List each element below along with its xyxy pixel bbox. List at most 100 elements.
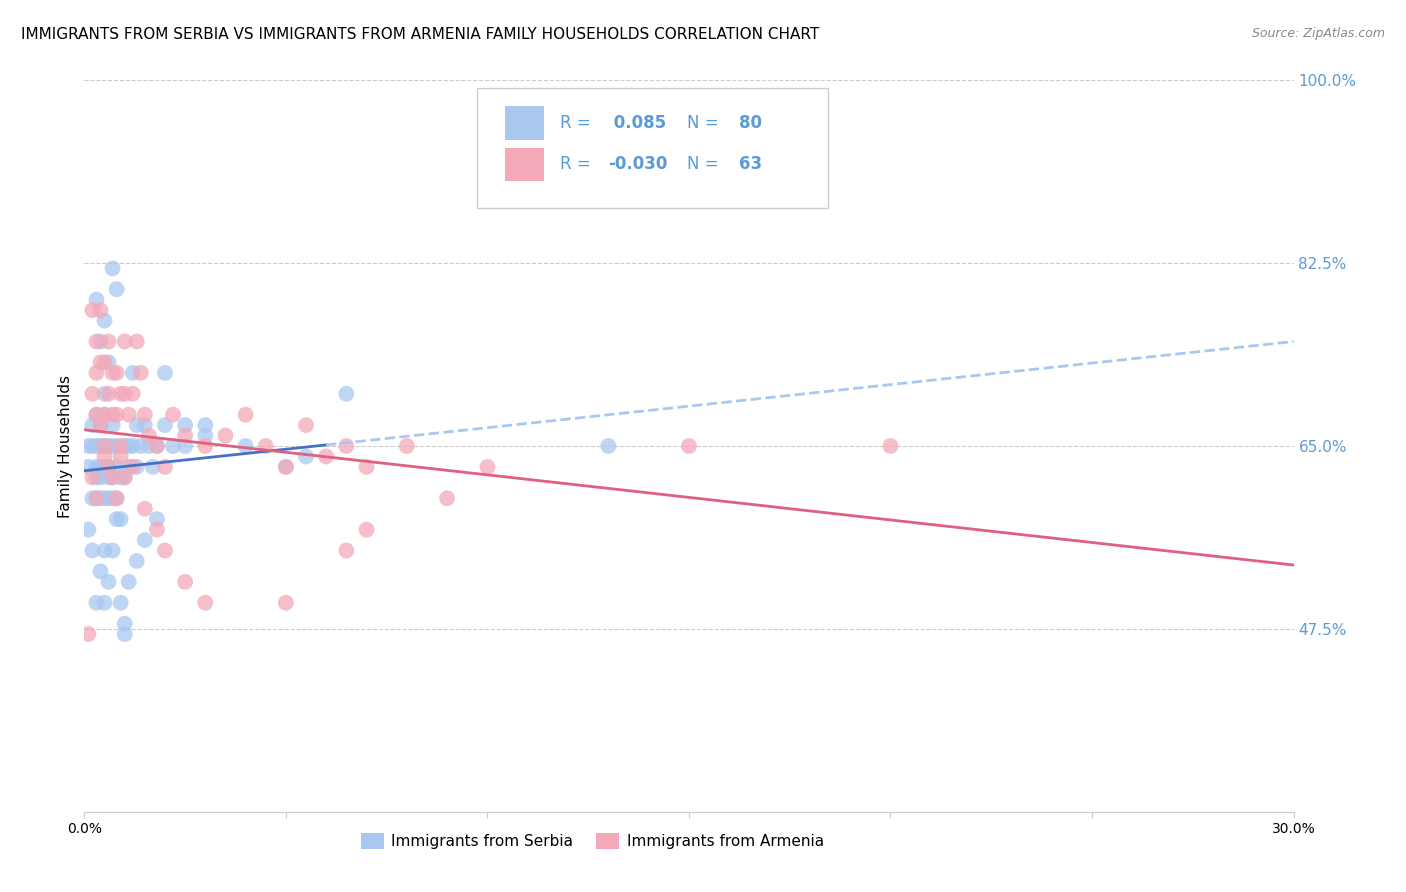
Point xyxy=(114,616,136,631)
Text: Source: ZipAtlas.com: Source: ZipAtlas.com xyxy=(1251,27,1385,40)
Point xyxy=(89,470,111,484)
Point xyxy=(105,491,128,506)
Point xyxy=(93,355,115,369)
Point xyxy=(105,408,128,422)
Point xyxy=(214,428,236,442)
Point xyxy=(77,459,100,474)
Point xyxy=(82,439,104,453)
Point xyxy=(89,334,111,349)
Point xyxy=(93,596,115,610)
Point xyxy=(315,450,337,464)
Point xyxy=(77,439,100,453)
Point xyxy=(118,408,141,422)
Point xyxy=(162,408,184,422)
Point xyxy=(97,574,120,589)
Point xyxy=(101,470,124,484)
FancyBboxPatch shape xyxy=(505,106,544,139)
Point xyxy=(274,596,297,610)
Point xyxy=(97,334,120,349)
Point xyxy=(295,418,318,433)
Point xyxy=(86,334,108,349)
Point xyxy=(89,439,111,453)
Point xyxy=(97,470,120,484)
Text: R =: R = xyxy=(560,113,596,132)
Point xyxy=(101,366,124,380)
Point xyxy=(134,408,156,422)
Point xyxy=(114,334,136,349)
Point xyxy=(93,408,115,422)
Point xyxy=(93,439,115,453)
Point xyxy=(110,596,132,610)
Point xyxy=(129,439,152,453)
Point xyxy=(356,459,378,474)
FancyBboxPatch shape xyxy=(505,147,544,181)
Point xyxy=(110,386,132,401)
Point xyxy=(142,459,165,474)
Point xyxy=(153,459,176,474)
Point xyxy=(101,491,124,506)
Point xyxy=(110,470,132,484)
Point xyxy=(125,459,148,474)
Point xyxy=(77,627,100,641)
Point xyxy=(86,459,108,474)
Point xyxy=(162,439,184,453)
Point xyxy=(274,459,297,474)
Point xyxy=(335,439,357,453)
Point xyxy=(118,439,141,453)
Point xyxy=(97,491,120,506)
Point xyxy=(82,386,104,401)
Point xyxy=(598,439,620,453)
Point xyxy=(235,408,257,422)
Point xyxy=(86,408,108,422)
Point xyxy=(114,470,136,484)
Point xyxy=(93,408,115,422)
Point xyxy=(89,491,111,506)
Point xyxy=(114,627,136,641)
Point xyxy=(194,439,217,453)
Point xyxy=(97,459,120,474)
Text: 63: 63 xyxy=(738,155,762,173)
Point xyxy=(121,366,143,380)
Point xyxy=(274,459,297,474)
Point xyxy=(146,439,169,453)
Point xyxy=(105,282,128,296)
Point xyxy=(105,512,128,526)
Point xyxy=(93,313,115,327)
Text: -0.030: -0.030 xyxy=(607,155,668,173)
Point xyxy=(97,386,120,401)
Point xyxy=(134,418,156,433)
Point xyxy=(89,459,111,474)
Point xyxy=(295,450,318,464)
Point xyxy=(86,491,108,506)
Point xyxy=(93,439,115,453)
Point xyxy=(105,459,128,474)
Point xyxy=(356,523,378,537)
Point xyxy=(101,543,124,558)
Point xyxy=(89,418,111,433)
Y-axis label: Family Households: Family Households xyxy=(58,375,73,517)
Point xyxy=(194,428,217,442)
Point xyxy=(86,366,108,380)
Point xyxy=(101,439,124,453)
Point xyxy=(477,459,499,474)
Point xyxy=(174,439,197,453)
Point xyxy=(110,450,132,464)
Point xyxy=(146,512,169,526)
Point xyxy=(121,386,143,401)
Point xyxy=(114,470,136,484)
Point xyxy=(93,450,115,464)
Point xyxy=(235,439,257,453)
Point xyxy=(89,303,111,318)
Point xyxy=(82,491,104,506)
Point xyxy=(86,293,108,307)
Text: 0.085: 0.085 xyxy=(607,113,666,132)
Point xyxy=(89,355,111,369)
Point xyxy=(153,543,176,558)
Text: 80: 80 xyxy=(738,113,762,132)
Point xyxy=(125,334,148,349)
Point xyxy=(86,408,108,422)
Point xyxy=(118,459,141,474)
Point xyxy=(121,439,143,453)
Point xyxy=(153,366,176,380)
Point xyxy=(93,386,115,401)
